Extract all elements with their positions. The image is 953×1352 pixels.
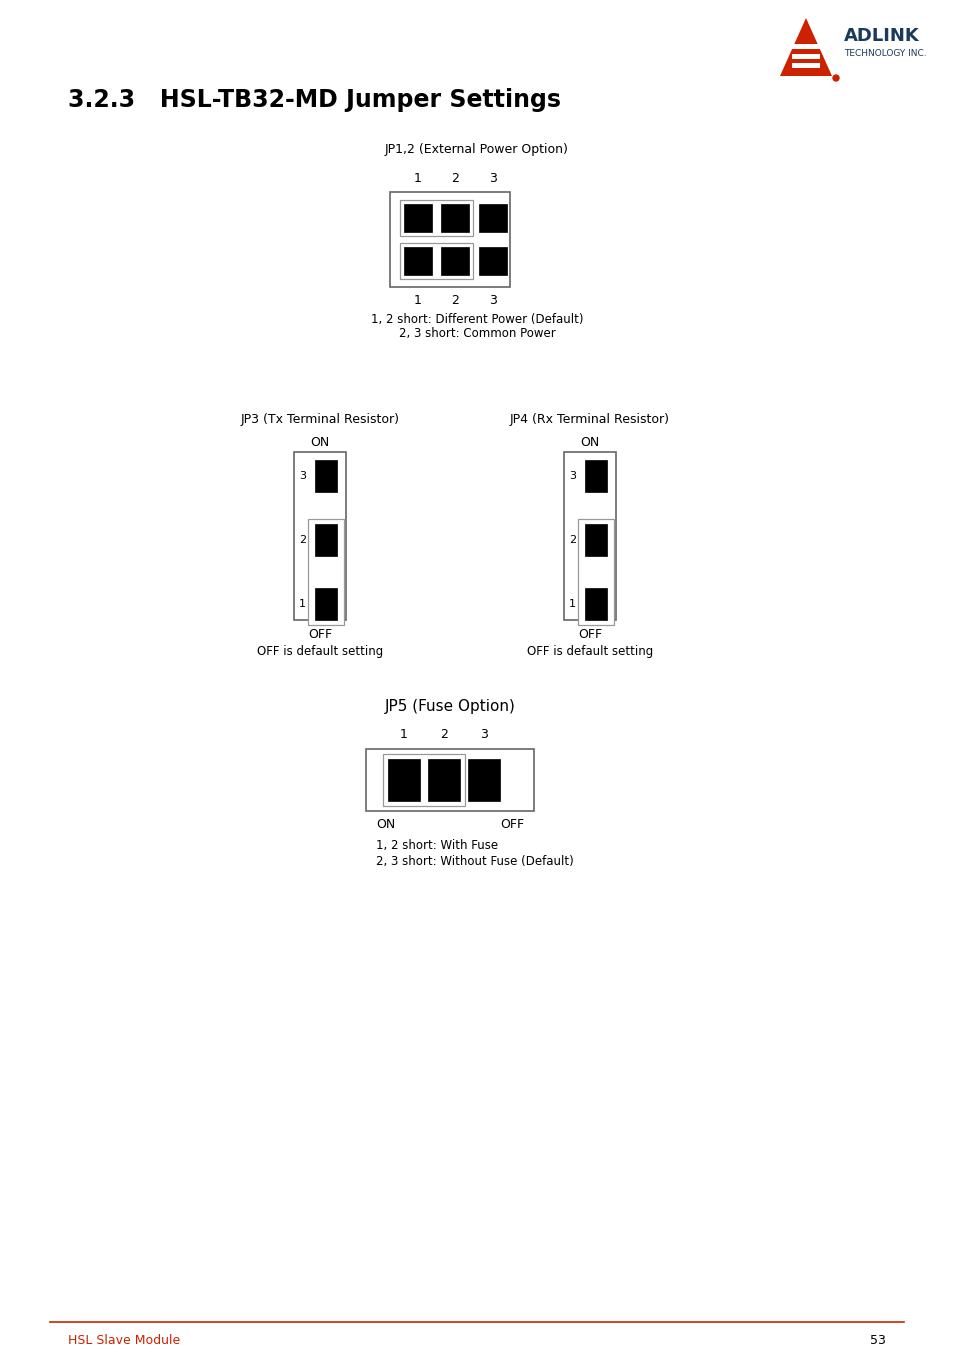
Bar	[294, 452, 346, 621]
Bar	[390, 192, 510, 287]
Bar	[578, 519, 614, 625]
Text: 3.2.3   HSL-TB32-MD Jumper Settings: 3.2.3 HSL-TB32-MD Jumper Settings	[68, 88, 560, 112]
Text: 1: 1	[414, 172, 421, 184]
Text: OFF: OFF	[578, 627, 601, 641]
Bar	[478, 247, 506, 274]
Circle shape	[832, 74, 838, 81]
Bar	[403, 204, 432, 233]
Text: 3: 3	[489, 295, 497, 307]
Bar	[366, 749, 534, 811]
Bar	[468, 758, 499, 800]
Text: JP3 (Tx Terminal Resistor): JP3 (Tx Terminal Resistor)	[240, 414, 399, 426]
Text: 3: 3	[568, 470, 576, 481]
Text: 3: 3	[298, 470, 306, 481]
Bar	[388, 758, 419, 800]
Text: 1: 1	[568, 599, 576, 608]
Text: 2: 2	[451, 295, 458, 307]
Text: 1: 1	[298, 599, 306, 608]
Text: ON: ON	[579, 435, 599, 449]
Text: ON: ON	[310, 435, 330, 449]
Bar	[791, 64, 820, 68]
Text: ADLINK: ADLINK	[843, 27, 919, 45]
Text: 1, 2 short: With Fuse: 1, 2 short: With Fuse	[375, 838, 497, 852]
Bar	[791, 54, 820, 58]
Text: 53: 53	[869, 1333, 885, 1347]
Text: JP5 (Fuse Option): JP5 (Fuse Option)	[384, 699, 515, 714]
Bar	[399, 243, 473, 279]
Bar	[314, 460, 336, 492]
Text: OFF: OFF	[308, 627, 332, 641]
Bar	[791, 45, 820, 49]
Bar	[308, 519, 344, 625]
Text: JP1,2 (External Power Option): JP1,2 (External Power Option)	[385, 143, 568, 157]
Bar	[428, 758, 459, 800]
Bar	[584, 525, 606, 556]
Bar	[382, 754, 464, 806]
Bar	[314, 588, 336, 621]
Bar	[440, 204, 469, 233]
Polygon shape	[780, 18, 831, 76]
Text: TECHNOLOGY INC.: TECHNOLOGY INC.	[843, 50, 925, 58]
Text: OFF is default setting: OFF is default setting	[256, 645, 383, 658]
Text: OFF is default setting: OFF is default setting	[526, 645, 653, 658]
Text: 1: 1	[399, 729, 408, 741]
Text: 1: 1	[414, 295, 421, 307]
Text: 2: 2	[568, 535, 576, 545]
Text: 2: 2	[439, 729, 448, 741]
Text: ON: ON	[375, 818, 395, 831]
Bar	[563, 452, 616, 621]
Bar	[399, 200, 473, 237]
Text: HSL Slave Module: HSL Slave Module	[68, 1333, 180, 1347]
Text: 2: 2	[298, 535, 306, 545]
Bar	[403, 247, 432, 274]
Bar	[478, 204, 506, 233]
Text: 2, 3 short: Without Fuse (Default): 2, 3 short: Without Fuse (Default)	[375, 854, 573, 868]
Bar	[584, 588, 606, 621]
Bar	[584, 460, 606, 492]
Text: 2: 2	[451, 172, 458, 184]
Text: 3: 3	[489, 172, 497, 184]
Text: OFF: OFF	[499, 818, 523, 831]
Bar	[440, 247, 469, 274]
Bar	[314, 525, 336, 556]
Text: 2, 3 short: Common Power: 2, 3 short: Common Power	[398, 327, 555, 341]
Text: 3: 3	[479, 729, 487, 741]
Text: JP4 (Rx Terminal Resistor): JP4 (Rx Terminal Resistor)	[510, 414, 669, 426]
Text: 1, 2 short: Different Power (Default): 1, 2 short: Different Power (Default)	[371, 312, 582, 326]
